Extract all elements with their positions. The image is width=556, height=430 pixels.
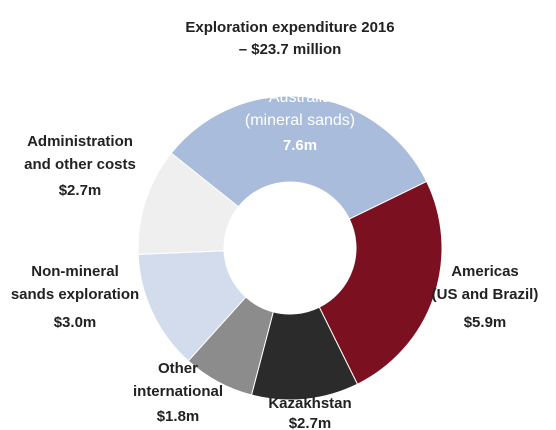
donut-slice — [170, 95, 428, 220]
category-label: Non-mineral sands exploration — [11, 263, 139, 303]
donut-slice — [137, 152, 240, 255]
value-label: $2.7m — [289, 415, 332, 430]
value-label: 7.6m — [283, 137, 317, 154]
category-label: Administration and other costs — [24, 133, 136, 173]
category-label: Other international — [133, 360, 223, 400]
value-label: $1.8m — [157, 408, 200, 425]
value-label: $2.7m — [59, 182, 102, 199]
value-label: $5.9m — [464, 314, 507, 331]
value-label: $3.0m — [54, 314, 97, 331]
category-label: Australia (mineral sands) — [245, 89, 355, 129]
donut-slice — [318, 180, 443, 385]
category-label: Kazakhstan — [268, 395, 351, 412]
chart-title: Exploration expenditure 2016– $23.7 mill… — [185, 19, 394, 58]
category-label: Americas (US and Brazil) — [432, 263, 539, 303]
